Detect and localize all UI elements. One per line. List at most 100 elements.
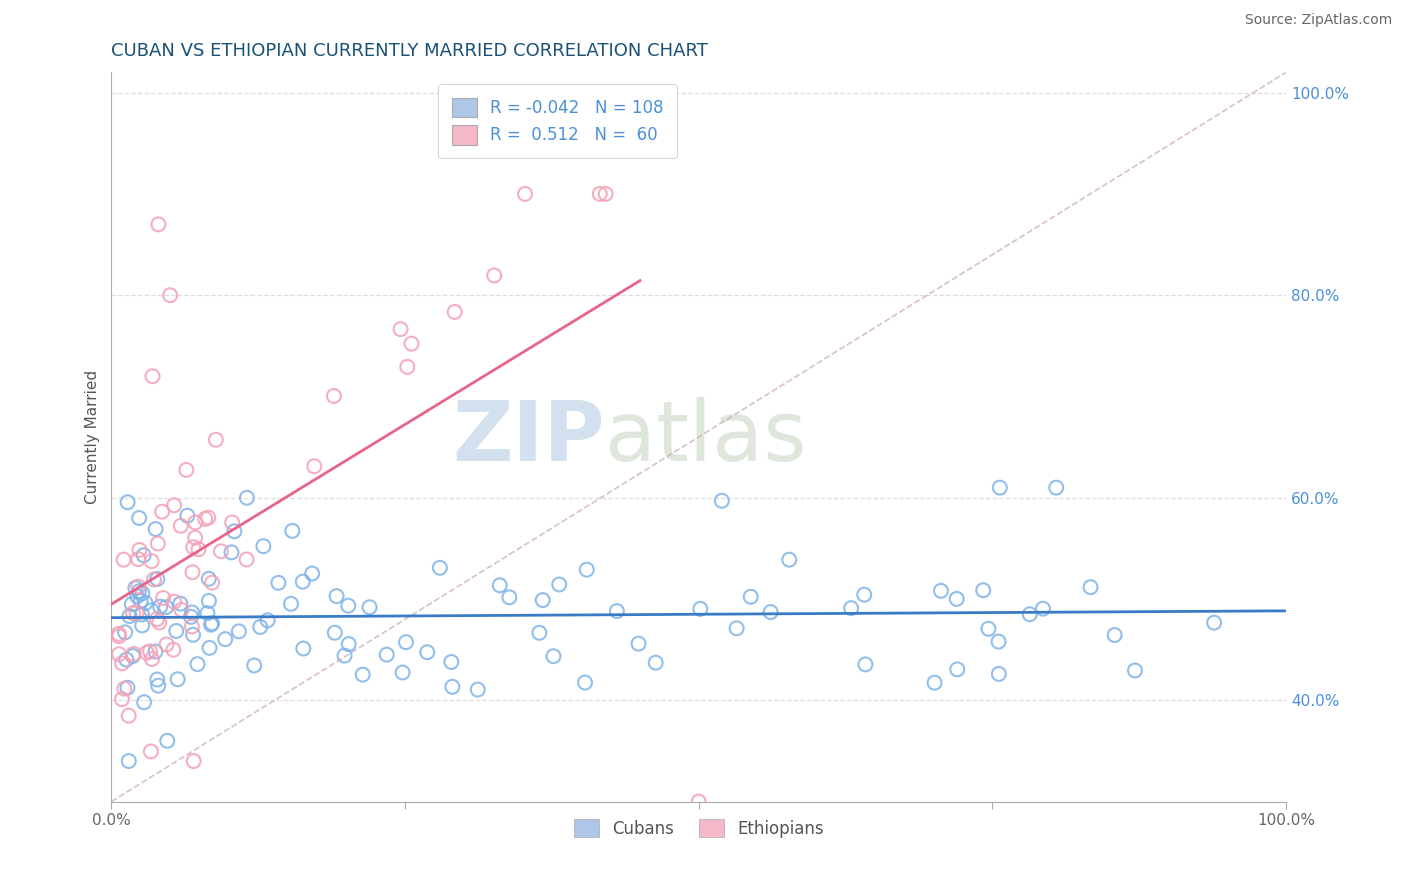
- Point: [170, 603, 193, 617]
- Point: [121, 648, 143, 663]
- Point: [184, 531, 207, 545]
- Point: [325, 589, 347, 603]
- Point: [111, 657, 134, 671]
- Point: [946, 662, 969, 676]
- Point: [145, 522, 167, 536]
- Point: [180, 609, 202, 624]
- Point: [416, 645, 439, 659]
- Point: [125, 606, 148, 620]
- Point: [531, 593, 554, 607]
- Point: [1104, 628, 1126, 642]
- Point: [337, 599, 360, 613]
- Point: [181, 565, 204, 579]
- Point: [176, 508, 198, 523]
- Point: [186, 657, 208, 672]
- Point: [352, 667, 374, 681]
- Y-axis label: Currently Married: Currently Married: [86, 370, 100, 504]
- Point: [176, 463, 198, 477]
- Point: [243, 658, 266, 673]
- Point: [595, 186, 617, 201]
- Point: [292, 641, 315, 656]
- Point: [135, 596, 157, 610]
- Point: [221, 516, 243, 530]
- Point: [988, 481, 1011, 495]
- Point: [194, 512, 217, 526]
- Point: [484, 268, 506, 283]
- Point: [122, 606, 145, 620]
- Point: [589, 186, 612, 201]
- Point: [124, 581, 146, 595]
- Point: [221, 545, 243, 559]
- Point: [169, 597, 191, 611]
- Text: ZIP: ZIP: [453, 397, 605, 477]
- Point: [252, 539, 274, 553]
- Point: [131, 618, 153, 632]
- Point: [121, 597, 143, 611]
- Point: [488, 578, 510, 592]
- Point: [107, 627, 129, 641]
- Point: [141, 603, 163, 617]
- Point: [159, 288, 181, 302]
- Point: [443, 305, 465, 319]
- Point: [115, 652, 138, 666]
- Point: [143, 573, 166, 587]
- Point: [987, 667, 1010, 681]
- Point: [197, 606, 219, 620]
- Point: [267, 575, 290, 590]
- Legend: Cubans, Ethiopians: Cubans, Ethiopians: [567, 813, 831, 845]
- Point: [291, 574, 314, 589]
- Point: [249, 620, 271, 634]
- Point: [281, 524, 304, 538]
- Point: [108, 629, 131, 643]
- Point: [131, 586, 153, 600]
- Point: [184, 516, 207, 530]
- Point: [198, 640, 221, 655]
- Point: [155, 600, 177, 615]
- Point: [197, 572, 219, 586]
- Point: [301, 566, 323, 581]
- Point: [112, 681, 135, 696]
- Point: [148, 217, 170, 231]
- Point: [163, 498, 186, 512]
- Point: [150, 505, 173, 519]
- Point: [127, 580, 149, 594]
- Point: [141, 369, 163, 384]
- Point: [183, 754, 205, 768]
- Point: [1045, 481, 1067, 495]
- Point: [548, 577, 571, 591]
- Point: [214, 632, 236, 647]
- Point: [187, 542, 209, 557]
- Point: [181, 619, 204, 633]
- Point: [118, 754, 141, 768]
- Point: [128, 543, 150, 558]
- Text: Source: ZipAtlas.com: Source: ZipAtlas.com: [1244, 13, 1392, 28]
- Point: [127, 552, 149, 566]
- Point: [337, 637, 360, 651]
- Point: [323, 625, 346, 640]
- Point: [198, 594, 221, 608]
- Point: [141, 554, 163, 568]
- Point: [148, 615, 170, 630]
- Point: [139, 644, 162, 658]
- Point: [725, 621, 748, 635]
- Point: [156, 734, 179, 748]
- Point: [111, 692, 134, 706]
- Point: [201, 616, 224, 631]
- Text: atlas: atlas: [605, 397, 807, 477]
- Point: [236, 491, 259, 505]
- Point: [139, 744, 162, 758]
- Point: [235, 552, 257, 566]
- Point: [166, 672, 188, 686]
- Point: [228, 624, 250, 639]
- Point: [498, 591, 520, 605]
- Point: [122, 647, 145, 661]
- Point: [209, 544, 232, 558]
- Point: [977, 622, 1000, 636]
- Point: [389, 322, 412, 336]
- Point: [149, 599, 172, 614]
- Point: [165, 624, 187, 638]
- Point: [145, 644, 167, 658]
- Point: [987, 634, 1010, 648]
- Point: [441, 680, 464, 694]
- Point: [853, 657, 876, 672]
